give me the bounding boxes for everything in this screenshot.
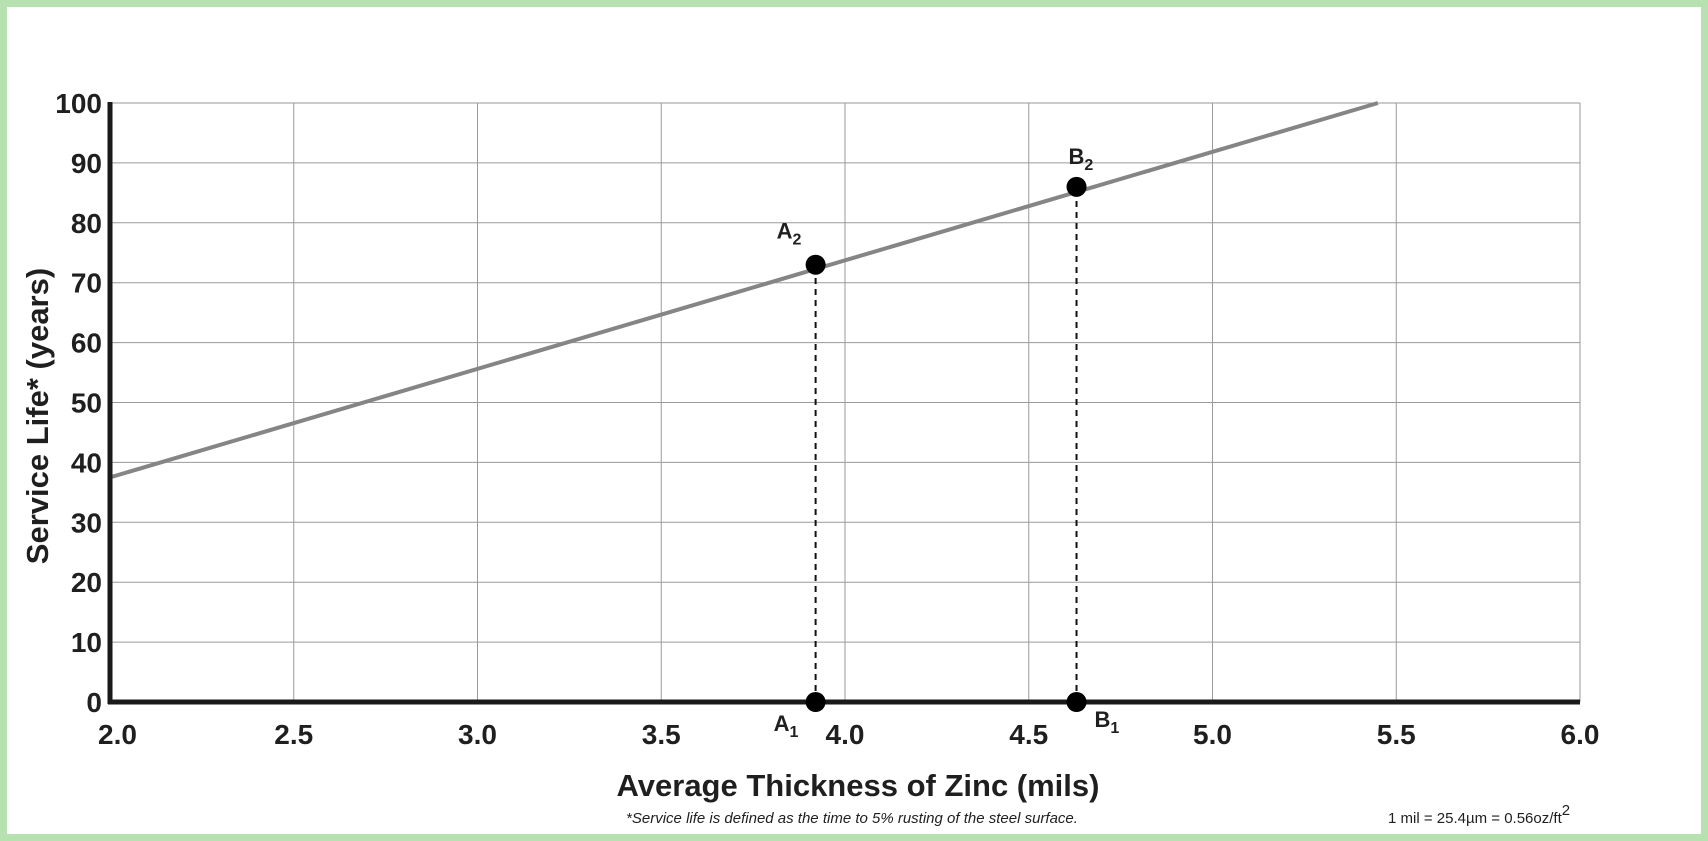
x-tick-labels: 2.0 2.5 3.0 3.5 4.0 4.5 5.0 5.5 6.0 [98,719,1599,750]
y-tick-label: 20 [71,567,102,598]
grid [109,102,1581,703]
point-label-subscript: 1 [789,724,798,741]
y-axis-title: Service Life* (years) [20,268,55,564]
footnote: *Service life is defined as the time to … [626,810,1078,827]
x-tick-label: 5.5 [1377,719,1416,750]
y-tick-label: 100 [55,88,102,119]
x-tick-label: 5.0 [1193,719,1232,750]
y-tick-label: 50 [71,388,102,419]
y-tick-label: 40 [71,447,102,478]
point-label-letter: A [777,219,793,244]
point-label-subscript: 2 [1084,157,1093,174]
x-tick-label: 2.5 [274,719,313,750]
point-b1 [1066,692,1087,712]
service-life-line [109,101,1379,480]
point-label-subscript: 1 [1110,720,1119,737]
point-b2 [1066,176,1087,197]
point-label-letter: B [1069,144,1085,169]
y-tick-label: 70 [71,268,102,299]
x-tick-label: 4.0 [826,719,865,750]
x-axis-title: Average Thickness of Zinc (mils) [617,768,1100,803]
axes [107,102,1580,705]
point-label-a1: A1 [774,711,799,741]
point-label-letter: B [1095,707,1111,732]
x-tick-label: 2.0 [98,719,137,750]
unit-conversion-superscript: 2 [1562,802,1570,819]
point-a2 [805,254,826,275]
unit-conversion-note: 1 mil = 25.4µm = 0.56oz/ft2 [1388,802,1570,827]
x-tick-label: 6.0 [1561,719,1600,750]
y-tick-label: 60 [71,328,102,359]
x-tick-label: 3.0 [458,719,497,750]
unit-conversion-text: 1 mil = 25.4µm = 0.56oz/ft [1388,810,1563,827]
point-a1 [805,692,826,712]
y-tick-label: 30 [71,507,102,538]
y-tick-label: 0 [86,687,102,718]
point-label-letter: A [774,711,790,736]
point-label-subscript: 2 [792,232,801,249]
y-tick-label: 80 [71,208,102,239]
x-tick-label: 4.5 [1009,719,1048,750]
drop-lines [814,186,1078,702]
point-label-b1: B1 [1095,707,1120,737]
y-tick-labels: 0 10 20 30 40 50 60 70 80 90 100 [55,88,102,718]
point-label-a2: A2 [777,219,802,249]
point-label-b2: B2 [1069,144,1094,174]
y-tick-label: 10 [71,627,102,658]
series-layer [109,101,1379,480]
y-tick-label: 90 [71,148,102,179]
x-tick-label: 3.5 [642,719,681,750]
